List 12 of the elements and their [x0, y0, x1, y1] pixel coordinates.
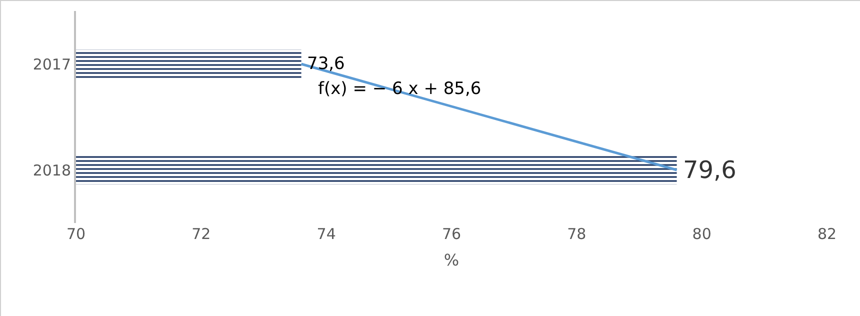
x-tick-label: 70: [66, 225, 86, 243]
y-tick-label: 2017: [32, 55, 71, 74]
x-tick-label: 74: [316, 225, 336, 243]
y-tick-label: 2018: [32, 161, 71, 180]
x-tick-label: 76: [442, 225, 462, 243]
data-label: 79,6: [683, 156, 736, 184]
data-label: 73,6: [307, 54, 345, 74]
x-tick-label: 80: [692, 225, 712, 243]
x-tick-label: 78: [567, 225, 586, 243]
x-axis-title: %: [444, 250, 460, 270]
x-tick-label: 82: [817, 225, 837, 243]
x-tick-label: 72: [192, 225, 211, 243]
